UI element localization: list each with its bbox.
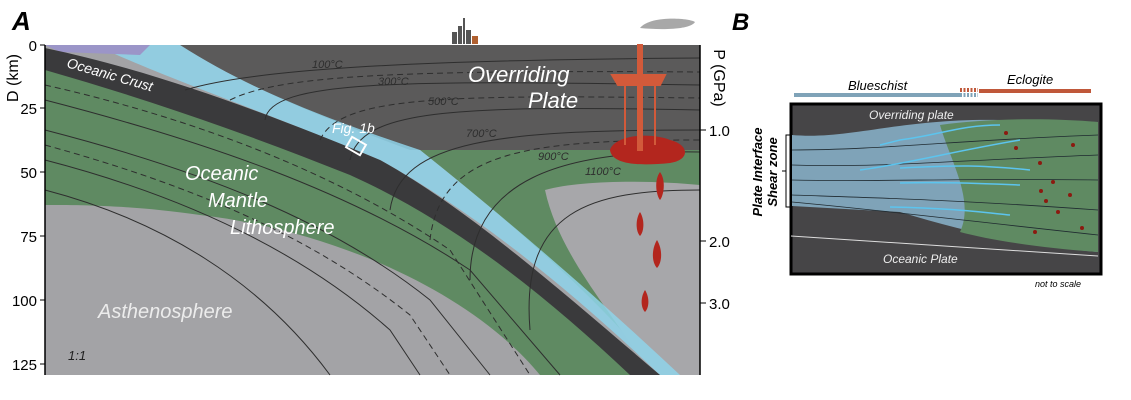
shear-zone-label: Shear zone bbox=[765, 137, 780, 206]
cross-section bbox=[44, 18, 701, 376]
tick-label: 100 bbox=[12, 293, 37, 310]
oceanic-mantle-region bbox=[45, 58, 640, 375]
melt-droplet bbox=[641, 290, 649, 312]
oceanic-crust bbox=[45, 48, 660, 375]
isotherm-label: 500°C bbox=[428, 96, 459, 108]
panel-a-letter: A bbox=[11, 6, 31, 36]
wedge-corner bbox=[545, 181, 700, 375]
tick-label: 3.0 bbox=[709, 296, 730, 313]
isotherm-labels: 100°C 300°C 500°C 700°C 900°C 1100°C bbox=[312, 59, 621, 178]
isotherm-label: 300°C bbox=[378, 76, 409, 88]
volcanic-plume-icon bbox=[640, 18, 695, 30]
isotherm-label: 900°C bbox=[538, 151, 569, 163]
fig-ref-label[interactable]: Fig. 1b bbox=[332, 120, 375, 136]
melt-droplet bbox=[656, 172, 664, 200]
tick-label: 50 bbox=[20, 165, 37, 182]
left-axis: 0 25 50 75 100 125 D (km) bbox=[5, 38, 46, 375]
plate-boundary-line bbox=[790, 235, 1099, 257]
tick-label: 125 bbox=[12, 357, 37, 374]
isotherm-label: 100°C bbox=[312, 59, 343, 71]
tick-label: 25 bbox=[20, 101, 37, 118]
magma-plumbing bbox=[610, 44, 667, 151]
foliation-lines bbox=[791, 134, 1099, 236]
tick-label: 1.0 bbox=[709, 123, 730, 140]
isotherm-label: 700°C bbox=[466, 128, 497, 140]
melt-droplet bbox=[636, 212, 644, 236]
ocean bbox=[45, 45, 150, 55]
city-icon bbox=[452, 18, 478, 44]
tick-label: 75 bbox=[20, 229, 37, 246]
mantle-label: Lithosphere bbox=[230, 217, 335, 239]
blueschist-label: Blueschist bbox=[848, 78, 909, 93]
shear-zone-bracket bbox=[782, 134, 790, 208]
fig-1b-box[interactable] bbox=[344, 135, 368, 157]
shear-zone-box bbox=[789, 102, 1103, 276]
tick-label: 2.0 bbox=[709, 234, 730, 251]
shear-zone-label: Plate Interface bbox=[750, 128, 765, 217]
panel-b-letter: B bbox=[732, 9, 749, 36]
fluid-pathways bbox=[859, 124, 1031, 216]
scale-label: 1:1 bbox=[68, 348, 86, 363]
overriding-plate-label: Overriding plate bbox=[869, 108, 954, 122]
mantle-label: Oceanic bbox=[185, 163, 258, 185]
isotherm-label: 1100°C bbox=[585, 166, 621, 178]
tick-label: 0 bbox=[29, 38, 37, 55]
overriding-plate-label: Overriding bbox=[468, 62, 570, 87]
melt-pool bbox=[610, 135, 685, 165]
garnet-dots bbox=[1004, 131, 1084, 234]
eclogite-label: Eclogite bbox=[1007, 72, 1053, 87]
scale-note: not to scale bbox=[1035, 279, 1081, 289]
axis-label: D (km) bbox=[5, 54, 22, 102]
right-axis: 1.0 2.0 3.0 P (GPa) bbox=[699, 45, 730, 375]
melt-droplet bbox=[652, 240, 662, 268]
oceanic-plate-label: Oceanic Plate bbox=[883, 252, 958, 266]
mantle-label: Mantle bbox=[208, 190, 268, 212]
axis-label: P (GPa) bbox=[710, 49, 727, 107]
overriding-plate-label: Plate bbox=[528, 88, 578, 113]
asthenosphere-label: Asthenosphere bbox=[97, 301, 233, 323]
